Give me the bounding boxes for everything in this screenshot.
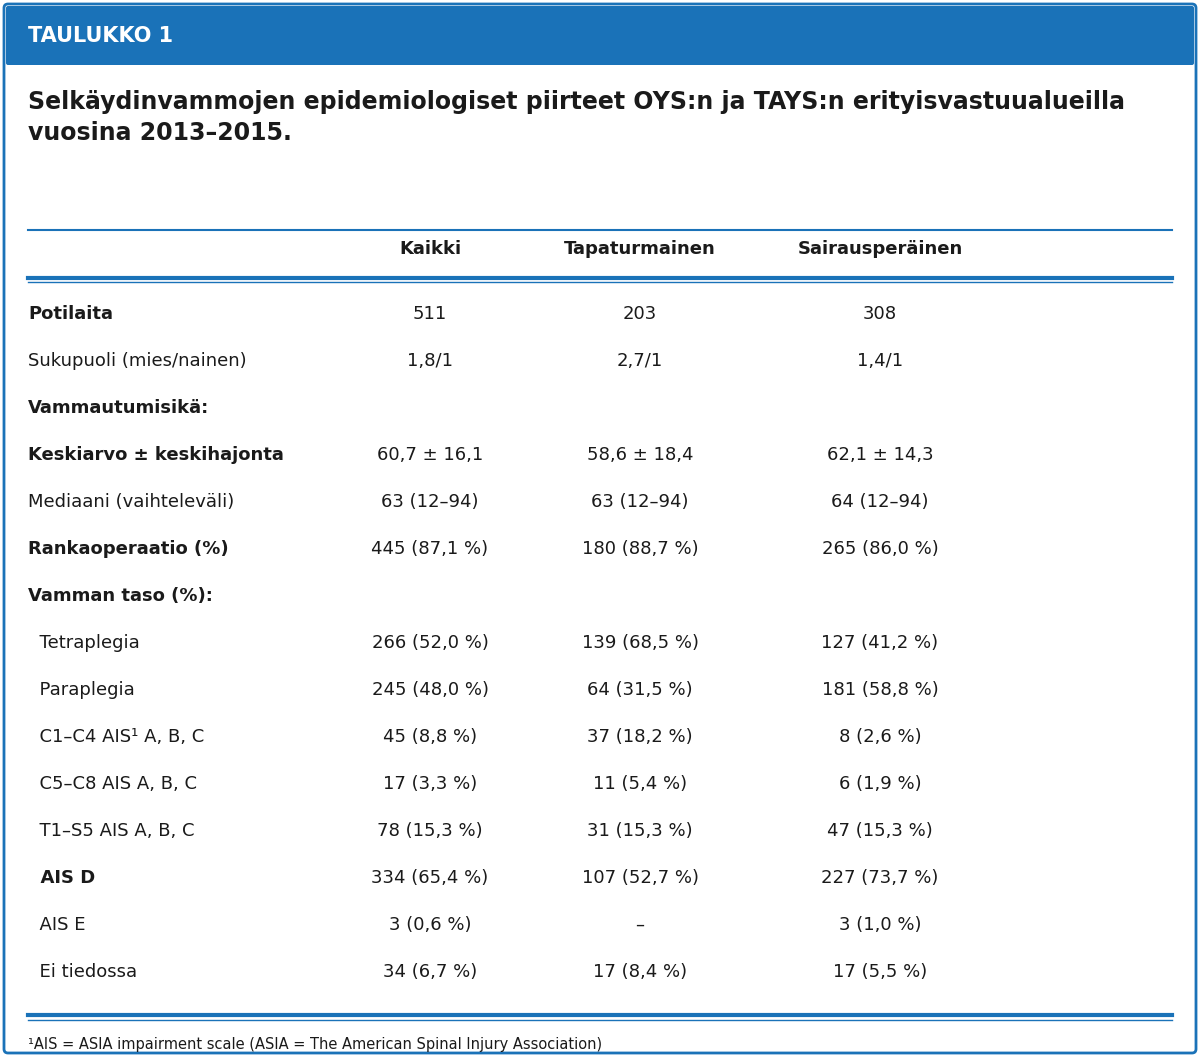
Text: 31 (15,3 %): 31 (15,3 %) [587,822,692,840]
Text: 34 (6,7 %): 34 (6,7 %) [383,963,478,981]
Text: 2,7/1: 2,7/1 [617,352,664,370]
Text: Kaikki: Kaikki [398,240,461,258]
Text: 37 (18,2 %): 37 (18,2 %) [587,728,692,746]
Text: Rankaoperaatio (%): Rankaoperaatio (%) [28,540,229,558]
Text: TAULUKKO 1: TAULUKKO 1 [28,25,173,45]
Text: Sukupuoli (mies/nainen): Sukupuoli (mies/nainen) [28,352,247,370]
Text: T1–S5 AIS A, B, C: T1–S5 AIS A, B, C [28,822,194,840]
Text: Vammautumisikä:: Vammautumisikä: [28,398,209,418]
Text: Potilaita: Potilaita [28,305,113,323]
Text: Selkäydinvammojen epidemiologiset piirteet OYS:n ja TAYS:n erityisvastuualueilla: Selkäydinvammojen epidemiologiset piirte… [28,90,1126,145]
Text: C1–C4 AIS¹ A, B, C: C1–C4 AIS¹ A, B, C [28,728,204,746]
Text: AIS D: AIS D [28,869,95,887]
Text: 139 (68,5 %): 139 (68,5 %) [582,634,698,652]
Text: –: – [636,916,644,934]
Text: 203: 203 [623,305,658,323]
Text: 181 (58,8 %): 181 (58,8 %) [822,681,938,699]
FancyBboxPatch shape [4,4,1196,1053]
Text: 1,4/1: 1,4/1 [857,352,904,370]
Text: Paraplegia: Paraplegia [28,681,134,699]
Text: 265 (86,0 %): 265 (86,0 %) [822,540,938,558]
Text: Vamman taso (%):: Vamman taso (%): [28,587,212,605]
Text: 266 (52,0 %): 266 (52,0 %) [372,634,488,652]
Text: 63 (12–94): 63 (12–94) [592,493,689,511]
Text: 58,6 ± 18,4: 58,6 ± 18,4 [587,446,694,464]
Text: 78 (15,3 %): 78 (15,3 %) [377,822,482,840]
Text: AIS E: AIS E [28,916,85,934]
Text: 17 (8,4 %): 17 (8,4 %) [593,963,688,981]
Text: 445 (87,1 %): 445 (87,1 %) [372,540,488,558]
Text: Tetraplegia: Tetraplegia [28,634,139,652]
Text: 127 (41,2 %): 127 (41,2 %) [822,634,938,652]
Text: 45 (8,8 %): 45 (8,8 %) [383,728,478,746]
Text: ¹AIS = ASIA impairment scale (ASIA = The American Spinal Injury Association): ¹AIS = ASIA impairment scale (ASIA = The… [28,1037,602,1052]
Text: 180 (88,7 %): 180 (88,7 %) [582,540,698,558]
Text: 3 (0,6 %): 3 (0,6 %) [389,916,472,934]
FancyBboxPatch shape [6,6,1194,64]
Text: 17 (5,5 %): 17 (5,5 %) [833,963,928,981]
Text: 17 (3,3 %): 17 (3,3 %) [383,775,478,793]
Text: Keskiarvo ± keskihajonta: Keskiarvo ± keskihajonta [28,446,284,464]
Text: Mediaani (vaihteleväli): Mediaani (vaihteleväli) [28,493,234,511]
Text: 227 (73,7 %): 227 (73,7 %) [821,869,938,887]
Text: 62,1 ± 14,3: 62,1 ± 14,3 [827,446,934,464]
Text: 511: 511 [413,305,448,323]
Text: 64 (12–94): 64 (12–94) [832,493,929,511]
Text: 11 (5,4 %): 11 (5,4 %) [593,775,688,793]
Text: 64 (31,5 %): 64 (31,5 %) [587,681,692,699]
Text: 308: 308 [863,305,898,323]
Text: 8 (2,6 %): 8 (2,6 %) [839,728,922,746]
Text: 47 (15,3 %): 47 (15,3 %) [827,822,932,840]
Text: 6 (1,9 %): 6 (1,9 %) [839,775,922,793]
Text: 334 (65,4 %): 334 (65,4 %) [371,869,488,887]
Text: C5–C8 AIS A, B, C: C5–C8 AIS A, B, C [28,775,197,793]
Text: Tapaturmainen: Tapaturmainen [564,240,716,258]
Text: 107 (52,7 %): 107 (52,7 %) [582,869,698,887]
Text: 63 (12–94): 63 (12–94) [382,493,479,511]
Text: 3 (1,0 %): 3 (1,0 %) [839,916,922,934]
Text: Sairausperäinen: Sairausperäinen [797,240,962,258]
Text: Ei tiedossa: Ei tiedossa [28,963,137,981]
Text: 245 (48,0 %): 245 (48,0 %) [372,681,488,699]
Text: 1,8/1: 1,8/1 [407,352,454,370]
Text: 60,7 ± 16,1: 60,7 ± 16,1 [377,446,484,464]
